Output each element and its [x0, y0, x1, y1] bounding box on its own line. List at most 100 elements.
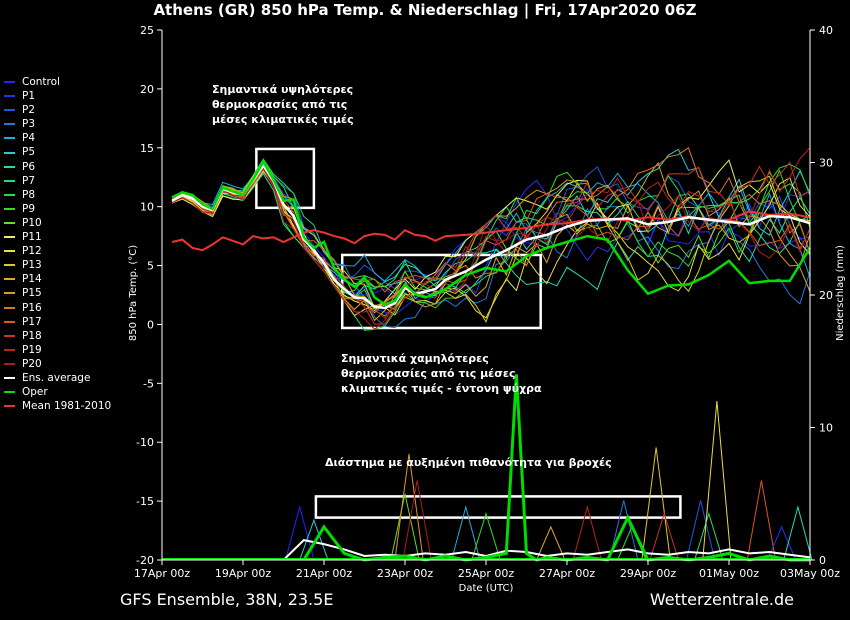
legend-swatch [4, 250, 15, 253]
legend-label: P14 [22, 273, 42, 286]
legend-item: P2 [4, 103, 111, 117]
legend-label: P10 [22, 216, 42, 229]
y-tick-label: 25 [140, 24, 154, 37]
x-tick-label: 01May 00z [699, 567, 759, 580]
ensemble-precip-spike [767, 525, 797, 561]
x-tick-label: 27Apr 00z [539, 567, 596, 580]
legend-label: P2 [22, 104, 36, 117]
legend-label: P15 [22, 287, 42, 300]
legend-label: P1 [22, 90, 36, 103]
y-tick-label: -15 [136, 495, 154, 508]
legend-item: Control [4, 75, 111, 89]
y2-tick-label: 20 [819, 289, 833, 302]
y-axis-label: 850 hPa Temp. (°C) [128, 245, 139, 341]
annotation-box [255, 147, 316, 210]
ensemble-precip-spike [641, 447, 671, 561]
legend-swatch [4, 95, 15, 98]
legend-swatch [4, 391, 15, 394]
x-tick-label: 21Apr 00z [296, 567, 353, 580]
ensemble-member-line [171, 160, 811, 324]
legend-swatch [4, 165, 15, 168]
ensemble-member-line [171, 159, 811, 317]
legend-swatch [4, 137, 15, 140]
ens-average-line [171, 163, 811, 310]
annotation-cold-line: Σημαντικά χαμηλότερες [341, 352, 489, 365]
y-tick-label: -5 [143, 377, 154, 390]
chart-title: Athens (GR) 850 hPa Temp. & Niederschlag… [153, 1, 697, 19]
ensemble-member-line [171, 168, 811, 293]
legend-swatch [4, 81, 15, 84]
legend-swatch [4, 179, 15, 182]
legend-item: P7 [4, 174, 111, 188]
legend: Control P1 P2 P3 P4 P5 P6 P7 P8 P9 P10 P11 P12 P13 P14… [4, 75, 111, 413]
legend-label: P4 [22, 132, 36, 145]
legend-item: P18 [4, 329, 111, 343]
annotation-cold-line: κλιματικές τιμές - έντονη ψύχρα [341, 382, 542, 395]
legend-swatch [4, 334, 15, 337]
legend-item: Ens. average [4, 371, 111, 385]
ensemble-precip-spike [609, 500, 639, 561]
legend-item: P14 [4, 272, 111, 286]
legend-item: P15 [4, 286, 111, 300]
legend-swatch [4, 306, 15, 309]
ensemble-precip-spike [686, 500, 716, 561]
legend-label: P7 [22, 174, 36, 187]
legend-item: P1 [4, 89, 111, 103]
legend-label: P6 [22, 160, 36, 173]
legend-item: P12 [4, 244, 111, 258]
legend-swatch [4, 236, 15, 239]
y-tick-label: -10 [136, 436, 154, 449]
legend-label: P13 [22, 259, 42, 272]
footer-site: Wetterzentrale.de [649, 590, 794, 609]
ensemble-precip-spike [390, 493, 420, 561]
ensemble-member-line [171, 164, 811, 308]
legend-item: P20 [4, 357, 111, 371]
legend-swatch [4, 221, 15, 224]
annotation-cold-line: θερμοκρασίες από τις μέσες [341, 367, 516, 380]
legend-item: P17 [4, 315, 111, 329]
legend-swatch [4, 278, 15, 281]
legend-label: Oper [22, 386, 48, 399]
legend-label: P17 [22, 315, 42, 328]
legend-item: P9 [4, 202, 111, 216]
annotation-cold: Σημαντικά χαμηλότερες θερμοκρασίες από τ… [341, 351, 542, 396]
annotation-warm-line: θερμοκρασίες από τις [212, 98, 348, 111]
legend-label: P18 [22, 329, 42, 342]
legend-item: P4 [4, 131, 111, 145]
legend-swatch [4, 292, 15, 295]
footer-model-info: GFS Ensemble, 38N, 23.5E [120, 590, 334, 609]
ensemble-precip-spike [471, 511, 501, 561]
plot-area [162, 147, 813, 562]
legend-item: P8 [4, 188, 111, 202]
y2-tick-label: 30 [819, 157, 833, 170]
legend-swatch [4, 377, 15, 380]
legend-label: P20 [22, 357, 42, 370]
legend-item: P19 [4, 343, 111, 357]
ensemble-precip-spike [394, 453, 424, 561]
legend-label: P16 [22, 301, 42, 314]
x-tick-label: 23Apr 00z [377, 567, 434, 580]
legend-label: P19 [22, 343, 42, 356]
legend-item: P10 [4, 216, 111, 230]
legend-item: P13 [4, 258, 111, 272]
y-tick-label: 5 [147, 260, 154, 273]
y2-axis-label: Niederschlag (mm) [835, 245, 846, 341]
annotation-rain-line: Διάστημα με αυξημένη πιθανότητα για βροχ… [325, 456, 612, 469]
y2-tick-label: 0 [819, 554, 826, 567]
ensemble-precip-spike [402, 480, 432, 561]
legend-swatch [4, 362, 15, 365]
x-tick-label: 25Apr 00z [458, 567, 515, 580]
legend-label: Ens. average [22, 371, 91, 384]
y-tick-label: 10 [140, 201, 154, 214]
y-tick-label: 0 [147, 318, 154, 331]
oper-line [171, 159, 812, 306]
ensemble-precip-spike [451, 505, 481, 561]
legend-swatch [4, 123, 15, 126]
ensemble-precip-spike [285, 505, 315, 561]
legend-swatch [4, 320, 15, 323]
legend-label: P3 [22, 118, 36, 131]
ensemble-precip-spike [783, 505, 813, 561]
x-tick-label: 19Apr 00z [215, 567, 272, 580]
legend-label: P11 [22, 231, 42, 244]
